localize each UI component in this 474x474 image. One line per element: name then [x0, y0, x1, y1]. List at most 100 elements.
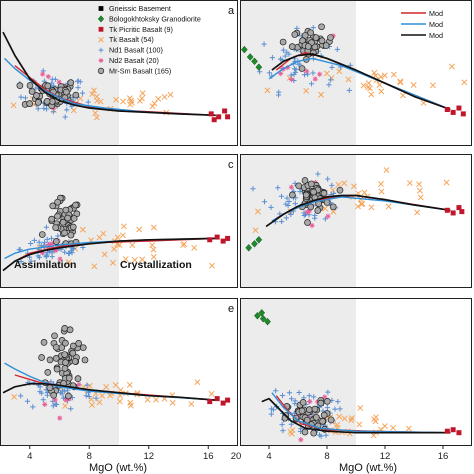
mr-sm-basalt-point	[71, 358, 79, 365]
tk-basalt-point	[93, 114, 100, 121]
mr-sm-basalt-point	[299, 399, 307, 406]
nd-basalt-point	[312, 215, 318, 221]
mr-sm-basalt-point	[44, 369, 52, 376]
model-curve-black	[2, 382, 216, 401]
mr-sm-basalt-point	[310, 429, 318, 437]
nd-basalt-point	[311, 394, 317, 400]
assimilation-label: Assimilation	[14, 259, 76, 271]
nd2-basalt-point	[304, 68, 310, 74]
nd-basalt-point	[79, 90, 86, 96]
nd-basalt-point	[315, 171, 321, 177]
mr-sm-basalt-point	[52, 224, 60, 232]
tk-basalt-point	[359, 200, 366, 207]
tk-basalt-point	[360, 82, 367, 89]
tk-basalt-point	[377, 73, 384, 80]
mr-sm-basalt-point	[38, 354, 45, 361]
mr-sm-basalt-point	[48, 215, 55, 223]
legend-entry-nd2_basalt: Nd2 Basalt (20)	[98, 56, 159, 65]
text-layer: Assimilation Crystallization MgO (wt.%) …	[14, 259, 397, 474]
panel-letter: a	[228, 5, 235, 17]
tk-basalt-point	[406, 180, 413, 187]
nd-basalt-point	[292, 200, 298, 207]
nd2-basalt-point	[298, 437, 304, 443]
nd-basalt-point	[68, 406, 74, 412]
mr-sm-basalt-point	[301, 428, 309, 436]
tk-basalt-point	[144, 396, 151, 403]
tk-basalt-point	[351, 183, 357, 190]
nd-basalt-point	[306, 393, 312, 399]
nd2-basalt-point	[309, 222, 315, 229]
mr-sm-basalt-point	[302, 191, 310, 199]
picritic-basalt-point	[222, 108, 228, 114]
panel-6	[217, 298, 472, 446]
mr-sm-basalt-point	[279, 38, 287, 46]
tk-basalt-point	[99, 392, 106, 399]
tk-basalt-point	[448, 63, 455, 70]
granodiorite-point	[251, 240, 258, 248]
panel-letter: c	[228, 159, 234, 171]
nd-basalt-point	[288, 211, 294, 218]
model-legend-entry-red: Mod	[401, 9, 443, 18]
picritic-basalt-point	[211, 117, 217, 123]
panel-frame	[240, 298, 472, 446]
granodiorite-point	[241, 45, 248, 54]
tk-basalt-point	[390, 424, 397, 431]
tk-basalt-point	[252, 227, 259, 234]
tk-basalt-point	[323, 70, 330, 77]
mr-sm-basalt-point	[70, 215, 78, 222]
nd-basalt-point	[329, 182, 335, 188]
nd-basalt-point	[293, 66, 299, 73]
tk-basalt-point	[94, 97, 101, 104]
mr-sm-basalt-point	[26, 82, 34, 89]
tk-basalt-point	[131, 257, 138, 263]
mr-sm-basalt-point	[311, 405, 319, 413]
mr-sm-basalt-point	[61, 365, 69, 372]
mr-sm-basalt-point	[64, 214, 72, 222]
mr-sm-basalt-point	[62, 206, 70, 214]
tk-basalt-point	[390, 71, 397, 78]
picritic-basalt-point	[207, 399, 213, 405]
model-legend-entry-blue: Mod	[401, 20, 443, 29]
tk-basalt-point	[79, 226, 86, 233]
crystallization-label: Crystallization	[120, 259, 192, 271]
tk-basalt-point	[122, 256, 129, 263]
tk-basalt-point	[461, 79, 468, 86]
nd-basalt-point	[283, 215, 289, 221]
mr-sm-basalt-point	[63, 88, 70, 96]
mr-sm-basalt-point	[52, 354, 60, 362]
tk-basalt-point	[370, 432, 377, 439]
tk-basalt-point	[376, 81, 383, 88]
nd-basalt-point	[301, 72, 308, 78]
mr-sm-basalt-point	[54, 212, 61, 220]
picritic-basalt-point	[456, 105, 462, 111]
nd-basalt-point	[346, 87, 352, 93]
nd-basalt-point	[280, 428, 286, 434]
gneissic-basement-point	[217, 355, 222, 360]
nd-basalt-point	[83, 393, 89, 399]
nd2-basalt-point	[45, 73, 51, 80]
nd-basalt-point	[57, 390, 63, 396]
mr-sm-basalt-point	[319, 417, 326, 425]
tk-basalt-point	[153, 396, 160, 403]
mr-sm-basalt-point	[307, 180, 315, 188]
mr-sm-basalt-point	[49, 202, 57, 210]
mr-sm-basalt-point	[304, 219, 311, 226]
mr-sm-basalt-point	[62, 359, 69, 366]
legend-label-nd_basalt: Nd1 Basalt (100)	[109, 46, 163, 55]
tk-basalt-point	[348, 417, 355, 424]
panel-content	[217, 309, 462, 443]
x-tick-label: 12	[380, 451, 391, 462]
nd-basalt-point	[37, 389, 43, 395]
gneissic-basement-point	[218, 76, 223, 81]
model-curve-black	[2, 31, 216, 117]
mr-sm-basalt-point	[75, 340, 82, 347]
tk-basalt-point	[416, 181, 423, 188]
mr-sm-basalt-point	[69, 342, 77, 350]
tk-basalt-point	[103, 384, 110, 390]
tk-basalt-point	[92, 110, 99, 117]
mr-sm-basalt-point	[301, 177, 309, 184]
nd-basalt-point	[266, 70, 273, 76]
nd2-basalt-point	[56, 79, 62, 85]
nd-basalt-point	[62, 114, 68, 120]
tk-basalt-point	[119, 232, 126, 239]
